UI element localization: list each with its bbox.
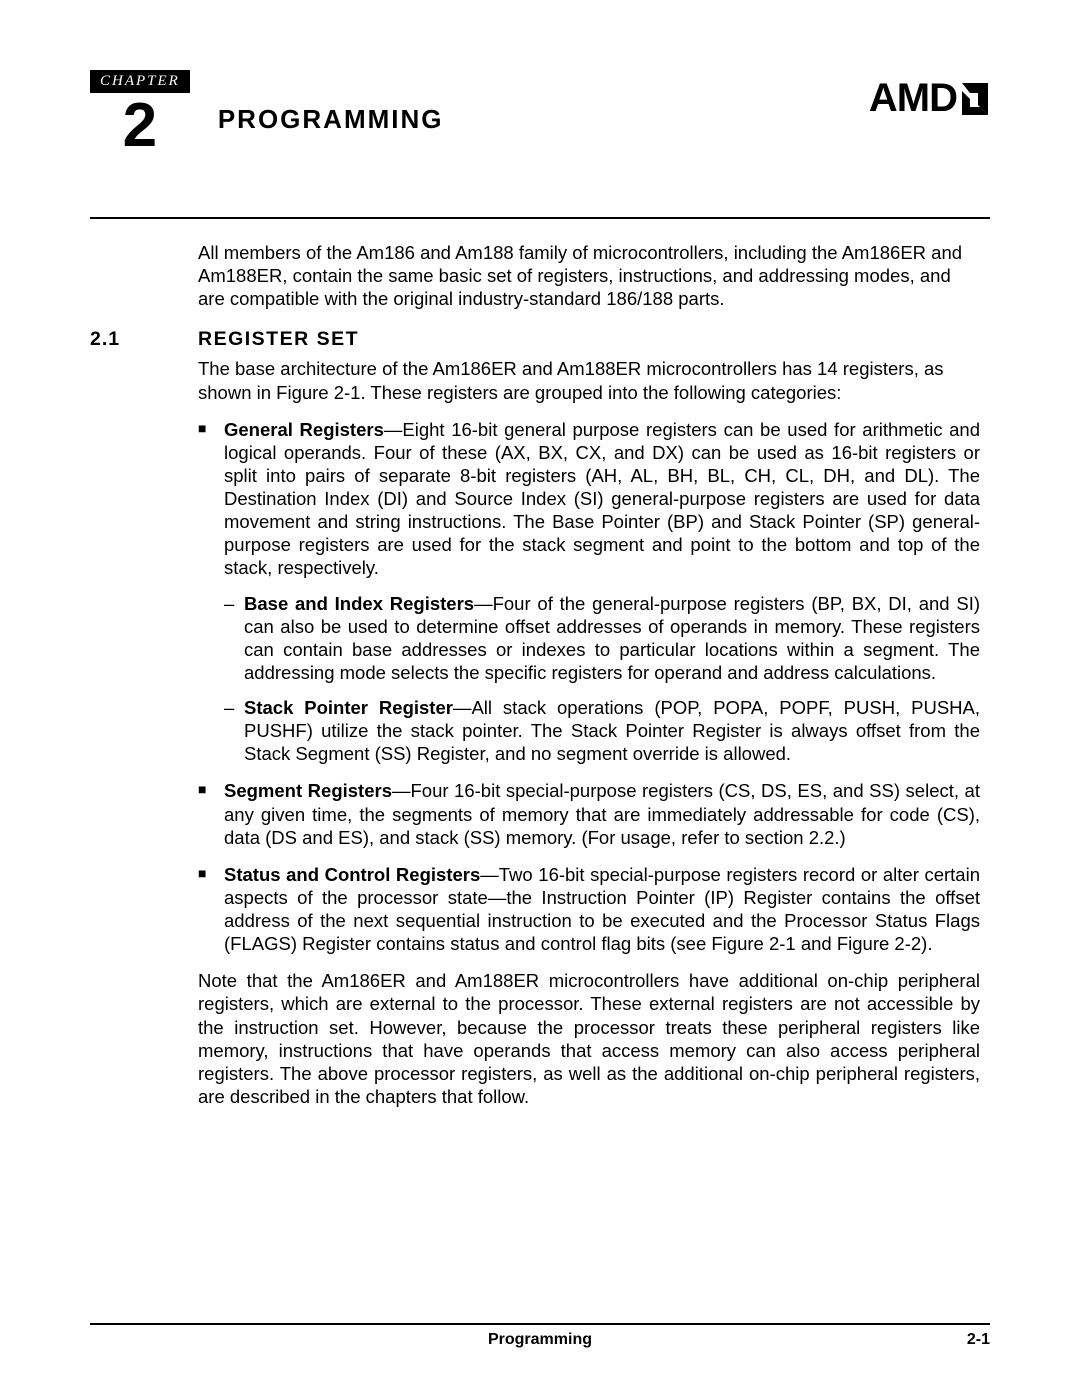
footer-left	[90, 1331, 140, 1349]
chapter-title: PROGRAMMING	[218, 104, 444, 135]
bullet-body: —Eight 16-bit general purpose registers …	[224, 419, 980, 579]
section-title: REGISTER SET	[198, 328, 359, 351]
chapter-number: 2	[123, 95, 157, 157]
bullet-general-registers: General Registers—Eight 16-bit general p…	[198, 418, 980, 766]
footer-center: Programming	[140, 1331, 940, 1349]
page-footer: Programming 2-1	[90, 1323, 990, 1349]
chapter-block: CHAPTER 2 PROGRAMMING	[90, 70, 444, 157]
section-intro: The base architecture of the Am186ER and…	[198, 357, 980, 403]
sub-bullet-stack-pointer: Stack Pointer Register—All stack operati…	[224, 696, 980, 765]
bullet-head: Segment Registers	[224, 780, 392, 801]
intro-paragraph: All members of the Am186 and Am188 famil…	[198, 241, 980, 310]
footer-page-number: 2-1	[940, 1331, 990, 1349]
logo-text: AMD	[869, 76, 957, 121]
sub-head: Base and Index Registers	[244, 593, 474, 614]
note-paragraph: Note that the Am186ER and Am188ER microc…	[198, 969, 980, 1108]
bullet-head: General Registers	[224, 419, 384, 440]
bullet-head: Status and Control Registers	[224, 864, 480, 885]
bullet-segment-registers: Segment Registers—Four 16-bit special-pu…	[198, 779, 980, 848]
sub-bullet-base-index: Base and Index Registers—Four of the gen…	[224, 592, 980, 685]
footer-rule	[90, 1323, 990, 1325]
amd-logo: AMD	[869, 76, 990, 121]
bullet-status-control-registers: Status and Control Registers—Two 16-bit …	[198, 863, 980, 956]
chapter-label: CHAPTER	[90, 70, 190, 93]
sub-head: Stack Pointer Register	[244, 697, 453, 718]
section-number: 2.1	[90, 328, 198, 351]
logo-arrow-icon	[960, 81, 990, 117]
header-rule	[90, 217, 990, 219]
